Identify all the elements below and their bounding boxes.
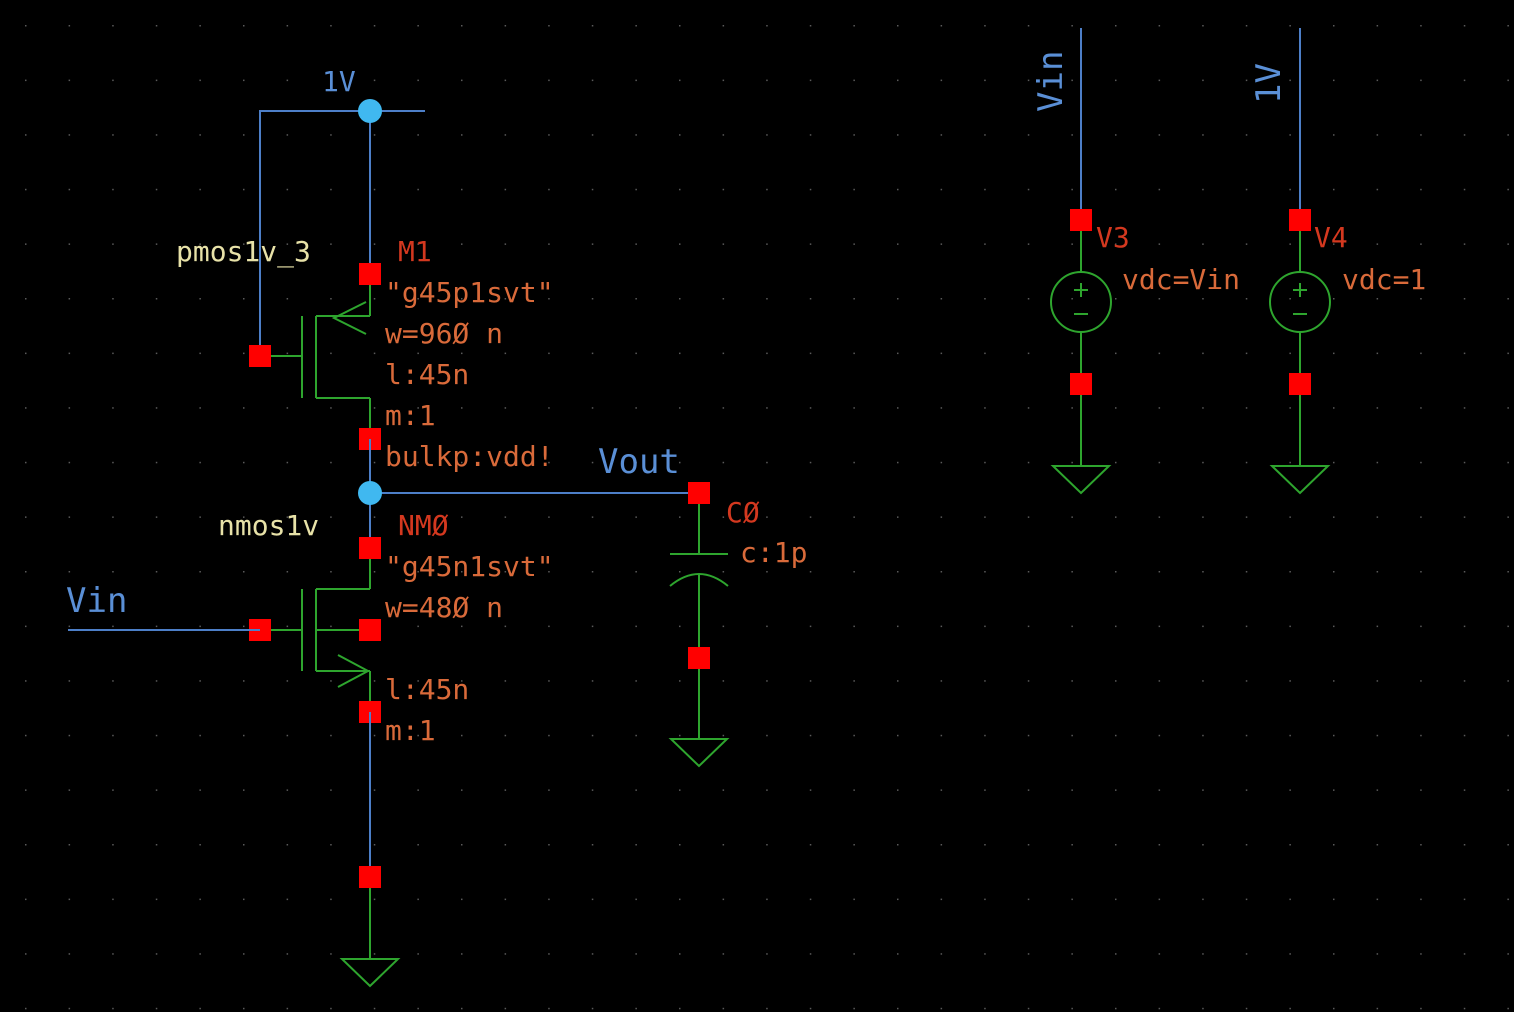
- v4-positive-pin[interactable]: [1289, 209, 1311, 231]
- ground-icon: [339, 958, 401, 988]
- nmos-instance-name: NMØ: [398, 509, 449, 542]
- v3-value: vdc=Vin: [1122, 263, 1240, 296]
- capacitor-instance-name: CØ: [726, 496, 760, 529]
- capacitor-symbol[interactable]: [669, 493, 729, 739]
- v3-positive-pin[interactable]: [1070, 209, 1092, 231]
- nmos-drain-pin[interactable]: [359, 537, 381, 559]
- pmos-width: w=96Ø n: [385, 317, 503, 350]
- v4-negative-pin[interactable]: [1289, 373, 1311, 395]
- capacitor-bottom-pin[interactable]: [688, 647, 710, 669]
- grid-dots: [25, 25, 1509, 1010]
- capacitor-top-pin[interactable]: [688, 482, 710, 504]
- ground-icon: [1050, 465, 1112, 495]
- pmos-length: l:45n: [385, 358, 469, 391]
- ground-pin[interactable]: [359, 866, 381, 888]
- pmos-transistor-symbol[interactable]: [260, 274, 371, 439]
- nmos-width: w=48Ø n: [385, 591, 503, 624]
- v4-voltage-source-symbol[interactable]: [1269, 220, 1331, 466]
- ground-icon: [1269, 465, 1331, 495]
- vdd-junction[interactable]: [358, 99, 382, 123]
- nmos-multiplier: m:1: [385, 714, 436, 747]
- nmos-bulk-pin[interactable]: [359, 619, 381, 641]
- v3-negative-pin[interactable]: [1070, 373, 1092, 395]
- vdd-net-label: 1V: [322, 65, 356, 98]
- v4-instance-name: V4: [1314, 221, 1348, 254]
- vout-net-label: Vout: [598, 442, 680, 482]
- pmos-model: "g45p1svt": [385, 276, 554, 309]
- capacitor-value: c:1p: [740, 536, 807, 569]
- pmos-source-pin[interactable]: [359, 263, 381, 285]
- nmos-cell-name: nmos1v: [218, 509, 319, 542]
- pmos-instance-name: M1: [398, 235, 432, 268]
- pmos-multiplier: m:1: [385, 399, 436, 432]
- ground-icon: [668, 738, 730, 768]
- vdd-net[interactable]: [259, 110, 425, 356]
- v4-value: vdc=1: [1342, 263, 1426, 296]
- nmos-transistor-symbol[interactable]: [260, 548, 371, 712]
- v4-net-label: 1V: [1249, 63, 1289, 104]
- pmos-bulk: bulkp:vdd!: [385, 440, 554, 473]
- v3-instance-name: V3: [1096, 221, 1130, 254]
- nmos-model: "g45n1svt": [385, 550, 554, 583]
- v3-voltage-source-symbol[interactable]: [1050, 220, 1112, 466]
- vout-junction[interactable]: [358, 481, 382, 505]
- pmos-cell-name: pmos1v_3: [176, 235, 311, 269]
- vin-net-label: Vin: [66, 581, 127, 621]
- v3-net-label: Vin: [1031, 51, 1071, 112]
- nmos-length: l:45n: [385, 673, 469, 706]
- pmos-gate-pin[interactable]: [249, 345, 271, 367]
